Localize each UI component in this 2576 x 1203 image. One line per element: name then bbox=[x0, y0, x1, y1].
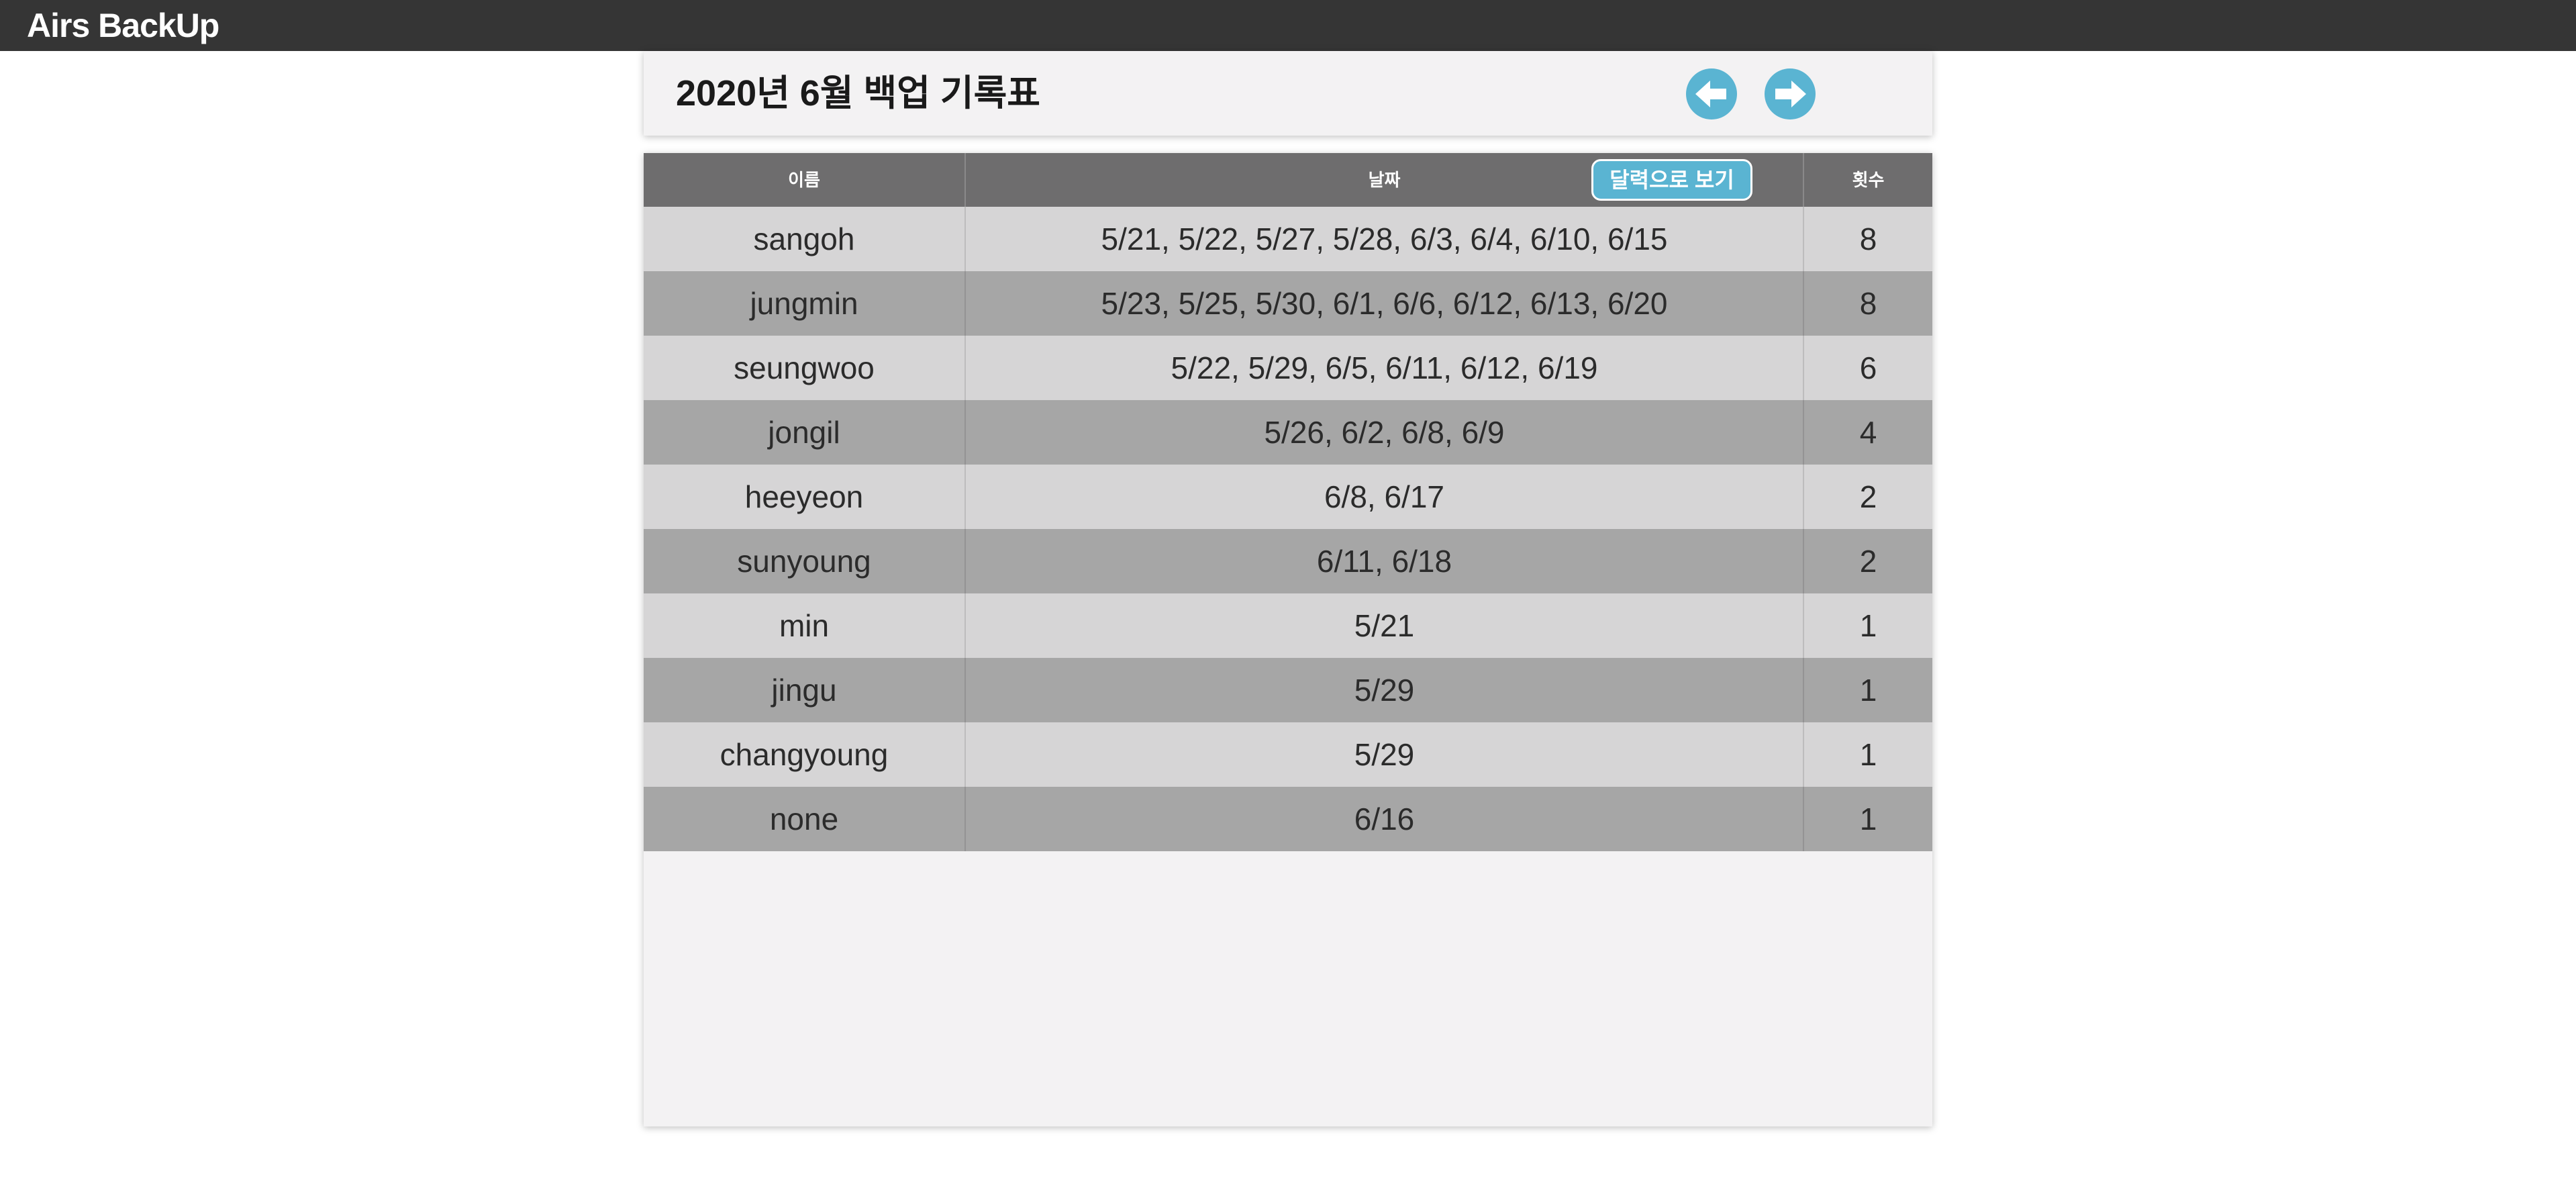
page-title: 2020년 6월 백업 기록표 bbox=[676, 73, 1040, 113]
cell-dates: 5/21, 5/22, 5/27, 5/28, 6/3, 6/4, 6/10, … bbox=[966, 207, 1804, 271]
cell-name: sangoh bbox=[644, 207, 966, 271]
cell-count: 2 bbox=[1859, 544, 1877, 579]
cell-dates: 5/29 bbox=[966, 722, 1804, 787]
cell-name: seungwoo bbox=[644, 336, 966, 400]
table-row: jongil 5/26, 6/2, 6/8, 6/9 4 bbox=[644, 400, 1932, 465]
table-row: jingu 5/29 1 bbox=[644, 658, 1932, 722]
cell-name: jingu bbox=[644, 658, 966, 722]
table-header: 이름 날짜 횟수 달력으로 보기 bbox=[644, 153, 1932, 207]
cell-name: heeyeon bbox=[644, 465, 966, 529]
cell-name: jongil bbox=[644, 400, 966, 465]
cell-name: sunyoung bbox=[644, 529, 966, 593]
table-row: jungmin 5/23, 5/25, 5/30, 6/1, 6/6, 6/12,… bbox=[644, 271, 1932, 336]
cell-count: 8 bbox=[1859, 222, 1877, 256]
table-row: heeyeon 6/8, 6/17 2 bbox=[644, 465, 1932, 529]
previous-month-button[interactable] bbox=[1686, 68, 1737, 119]
backup-table-card: 이름 날짜 횟수 달력으로 보기 sangoh 5/21, 5/22, 5/27,… bbox=[644, 153, 1932, 1126]
cell-name: jungmin bbox=[644, 271, 966, 336]
page-header: 2020년 6월 백업 기록표 bbox=[644, 51, 1932, 136]
cell-count: 4 bbox=[1859, 415, 1877, 450]
cell-dates: 5/21 bbox=[966, 593, 1804, 658]
cell-name: min bbox=[644, 593, 966, 658]
cell-dates: 6/8, 6/17 bbox=[966, 465, 1804, 529]
table-row: seungwoo 5/22, 5/29, 6/5, 6/11, 6/12, 6/1… bbox=[644, 336, 1932, 400]
arrow-left-icon bbox=[1695, 81, 1726, 107]
arrow-right-icon bbox=[1775, 81, 1806, 107]
cell-count: 1 bbox=[1859, 802, 1877, 836]
cell-dates: 6/16 bbox=[966, 787, 1804, 851]
cell-count: 8 bbox=[1859, 286, 1877, 321]
cell-dates: 5/26, 6/2, 6/8, 6/9 bbox=[966, 400, 1804, 465]
cell-count: 6 bbox=[1859, 350, 1877, 385]
table-row: changyoung 5/29 1 bbox=[644, 722, 1932, 787]
table-row: sunyoung 6/11, 6/18 2 bbox=[644, 529, 1932, 593]
next-month-button[interactable] bbox=[1765, 68, 1816, 119]
cell-dates: 6/11, 6/18 bbox=[966, 529, 1804, 593]
table-row: none 6/16 1 bbox=[644, 787, 1932, 851]
calendar-view-button[interactable]: 달력으로 보기 bbox=[1591, 159, 1752, 201]
app-brand[interactable]: Airs BackUp bbox=[27, 7, 219, 44]
column-header-name: 이름 bbox=[644, 153, 966, 207]
cell-name: none bbox=[644, 787, 966, 851]
cell-count: 2 bbox=[1859, 479, 1877, 514]
cell-count: 1 bbox=[1859, 608, 1877, 643]
top-navbar: Airs BackUp bbox=[0, 0, 2576, 51]
cell-count: 1 bbox=[1859, 737, 1877, 772]
cell-dates: 5/22, 5/29, 6/5, 6/11, 6/12, 6/19 bbox=[966, 336, 1804, 400]
cell-name: changyoung bbox=[644, 722, 966, 787]
column-header-count: 횟수 bbox=[1852, 170, 1885, 190]
table-row: sangoh 5/21, 5/22, 5/27, 5/28, 6/3, 6/4, … bbox=[644, 207, 1932, 271]
cell-dates: 5/29 bbox=[966, 658, 1804, 722]
table-row: min 5/21 1 bbox=[644, 593, 1932, 658]
cell-dates: 5/23, 5/25, 5/30, 6/1, 6/6, 6/12, 6/13, … bbox=[966, 271, 1804, 336]
cell-count: 1 bbox=[1859, 673, 1877, 708]
column-header-dates: 날짜 bbox=[966, 153, 1804, 207]
